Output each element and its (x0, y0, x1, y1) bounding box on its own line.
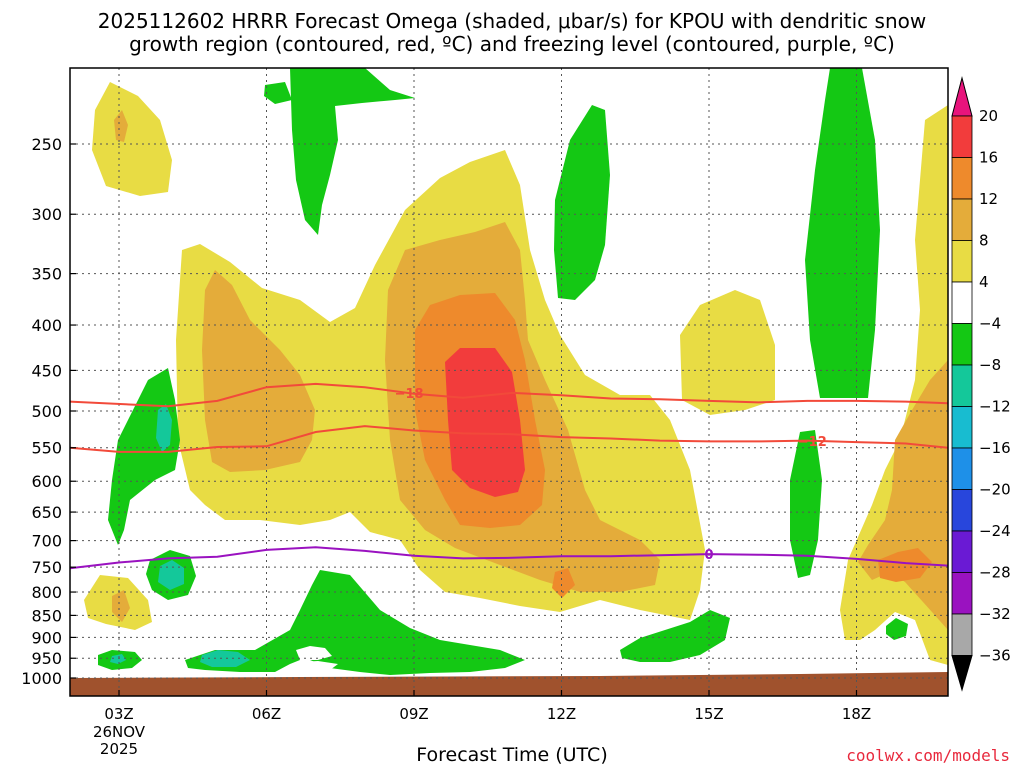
omega-region-green-top (290, 68, 415, 235)
colorbar-bin (951, 613, 973, 656)
pressure-tick-label: 700 (31, 532, 62, 551)
chart-title-line1: 2025112602 HRRR Forecast Omega (shaded, … (97, 9, 927, 33)
colorbar-label: −32 (979, 605, 1011, 623)
pressure-gridlines (70, 143, 948, 679)
pressure-tick-label: 300 (31, 205, 62, 224)
contour-line-1 (69, 425, 949, 453)
colorbar-bin (951, 530, 973, 573)
omega-region-white-pocket (296, 646, 332, 660)
colorbar-label: 8 (979, 232, 989, 250)
colorbar-label: −20 (979, 481, 1011, 499)
colorbar-bin (951, 572, 973, 615)
temperature-contours: −18 −12 0 (69, 382, 949, 570)
contour-label: 0 (704, 548, 713, 563)
time-tick-label: 09Z (399, 705, 428, 723)
omega-region-green-topleft (264, 82, 292, 104)
omega-region-green-right-column (805, 68, 880, 398)
pressure-tick-label: 600 (31, 472, 62, 491)
contour-label: −18 (395, 387, 424, 402)
pressure-tick-label: 650 (31, 503, 62, 522)
contour-label: −12 (798, 435, 827, 450)
date-label-day: 26NOV (93, 723, 146, 741)
omega-region-orange-lowmid (552, 568, 575, 598)
colorbar-label: −28 (979, 564, 1011, 582)
contour-line-2 (69, 546, 949, 570)
colorbar-min-triangle (951, 655, 973, 692)
pressure-tick-label: 1000 (21, 669, 62, 688)
omega-region-green-narrow (554, 105, 610, 300)
colorbar-bin (951, 447, 973, 490)
time-tick-label: 12Z (547, 705, 576, 723)
time-tick-label: 15Z (694, 705, 723, 723)
time-tick-label: 03Z (104, 705, 133, 723)
pressure-tick-label: 250 (31, 135, 62, 154)
pressure-tick-label: 950 (31, 649, 62, 668)
pressure-tick-label: 900 (31, 628, 62, 647)
colorbar-bin (951, 240, 973, 283)
pressure-tick-label: 750 (31, 558, 62, 577)
pressure-tick-label: 500 (31, 402, 62, 421)
omega-region-yellow-mid-right (680, 290, 775, 415)
omega-region-teal-left-low (158, 560, 184, 590)
omega-region-orange-right (878, 548, 932, 582)
omega-region-yellow-upper-left (92, 82, 172, 196)
omega-region-lightorange-left (202, 270, 315, 472)
colorbar-bin (951, 489, 973, 532)
date-label-year: 2025 (100, 740, 138, 758)
colorbar-label: −24 (979, 522, 1011, 540)
pressure-tick-label: 550 (31, 439, 62, 458)
colorbar-label: 16 (979, 149, 998, 167)
omega-shading (70, 68, 948, 696)
omega-region-teal-bottom (200, 650, 250, 667)
terrain-ground (70, 672, 948, 696)
colorbar-bin (951, 364, 973, 407)
colorbar-label: 12 (979, 190, 998, 208)
omega-region-lightorange-upper-left (114, 110, 128, 142)
omega-region-green-small-right (886, 618, 908, 640)
pressure-tick-label: 850 (31, 606, 62, 625)
colorbar-bin (951, 115, 973, 158)
colorbar-bin (951, 157, 973, 200)
x-axis-title: Forecast Time (UTC) (416, 744, 608, 766)
colorbar-label: −16 (979, 439, 1011, 457)
omega-region-white-pocket-2 (300, 661, 338, 670)
pressure-tick-label: 800 (31, 583, 62, 602)
credit-link[interactable]: coolwx.com/models (846, 746, 1010, 765)
colorbar-label: −36 (979, 647, 1011, 665)
contour-line-0 (69, 382, 949, 408)
colorbar-bin (951, 406, 973, 449)
pressure-tick-label: 450 (31, 361, 62, 380)
colorbar-label: −4 (979, 315, 1001, 333)
omega-region-green-low-main (185, 570, 525, 675)
colorbar-bin (951, 198, 973, 241)
colorbar-label: 4 (979, 273, 989, 291)
omega-region-green-low-right (620, 610, 730, 662)
omega-region-lightorange-low-left (112, 590, 130, 622)
omega-region-red-max (445, 348, 525, 497)
omega-region-teal-left-high (156, 404, 172, 452)
time-tick-label: 18Z (842, 705, 871, 723)
pressure-tick-label: 350 (31, 265, 62, 284)
plot-frame (69, 67, 949, 697)
colorbar-label: −8 (979, 356, 1001, 374)
colorbar-max-triangle (951, 76, 973, 117)
omega-colorbar: 20 16 12 8 4 −4 −8 −12 −16 −20 −24 −28 −32 −36 (951, 76, 1011, 692)
colorbar-bin (951, 281, 973, 324)
time-gridlines (118, 68, 857, 696)
colorbar-bin (951, 323, 973, 366)
omega-region-teal-left-bottom (110, 654, 126, 664)
colorbar-label: −12 (979, 398, 1011, 416)
colorbar-label: 20 (979, 107, 998, 125)
time-tick-label: 06Z (252, 705, 281, 723)
pressure-tick-label: 400 (31, 316, 62, 335)
pressure-tick-labels: 250 300 350 400 450 500 550 600 650 700 750 800 850 9… (21, 135, 76, 688)
chart-title-line2: growth region (contoured, red, ºC) and f… (129, 32, 895, 56)
